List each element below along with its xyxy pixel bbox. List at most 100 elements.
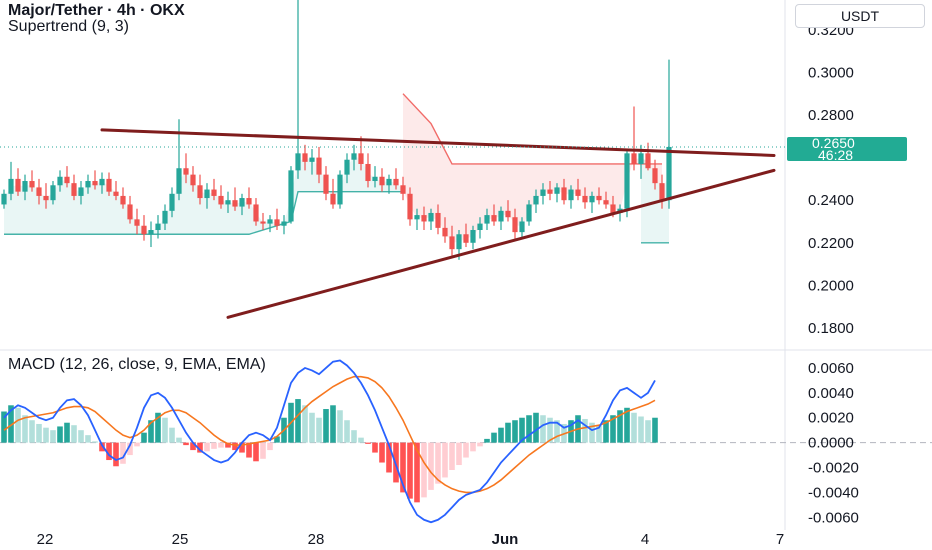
macd-histogram-bar xyxy=(435,442,441,484)
candle-down xyxy=(582,195,588,203)
macd-histogram-bar xyxy=(330,405,336,443)
macd-histogram-bar xyxy=(540,415,546,443)
macd-histogram-bar xyxy=(106,442,112,461)
candle-down xyxy=(71,183,77,196)
candle-up xyxy=(337,174,343,205)
macd-tick-label: 0.0060 xyxy=(808,360,854,377)
candle-up xyxy=(204,189,210,199)
candle-down xyxy=(323,174,329,194)
candle-down xyxy=(561,187,567,201)
macd-histogram-bar xyxy=(274,436,280,443)
price-tick-label: 0.2800 xyxy=(808,107,854,124)
candle-up xyxy=(484,215,490,224)
candle-up xyxy=(50,185,56,201)
macd-histogram-bar xyxy=(78,430,84,443)
candle-down xyxy=(141,225,147,235)
macd-histogram-bar xyxy=(428,442,434,490)
macd-histogram-bar xyxy=(29,420,35,443)
candle-up xyxy=(498,210,504,222)
macd-histogram-bar xyxy=(547,417,553,443)
candle-down xyxy=(463,234,469,243)
candle-down xyxy=(596,195,602,201)
macd-histogram-bar xyxy=(1,411,7,443)
macd-histogram-bar xyxy=(57,426,63,443)
candle-up xyxy=(85,181,91,188)
candle-down xyxy=(393,178,399,186)
macd-histogram-bar xyxy=(155,412,161,443)
supertrend-legend: Supertrend (9, 3) xyxy=(8,18,129,35)
candle-up xyxy=(568,189,574,201)
macd-histogram-bar xyxy=(197,442,203,453)
candle-up xyxy=(470,230,476,243)
macd-histogram-bar xyxy=(358,437,364,443)
macd-histogram-bar xyxy=(260,442,266,459)
candle-up xyxy=(78,187,84,196)
candle-down xyxy=(449,236,455,250)
candle-up xyxy=(1,193,7,205)
macd-histogram-bar xyxy=(50,430,56,443)
candle-up xyxy=(162,210,168,224)
candle-up xyxy=(386,178,392,186)
macd-histogram-bar xyxy=(456,442,462,466)
macd-histogram-bar xyxy=(477,442,483,447)
candle-down xyxy=(183,168,189,175)
macd-histogram-bar xyxy=(421,442,427,498)
candle-down xyxy=(379,176,385,186)
macd-tick-label: 0.0000 xyxy=(808,435,854,452)
candle-up xyxy=(372,176,378,182)
price-tick-label: 0.2200 xyxy=(808,235,854,252)
last-price-badge xyxy=(787,136,907,161)
macd-histogram-bar xyxy=(582,418,588,443)
price-tick-label: 0.2400 xyxy=(808,192,854,209)
candle-down xyxy=(106,178,112,192)
candle-up xyxy=(428,212,434,222)
macd-histogram-bar xyxy=(120,442,126,464)
macd-histogram-bar xyxy=(610,415,616,443)
candle-up xyxy=(526,204,532,222)
candle-up xyxy=(295,153,301,171)
time-tick-label: 28 xyxy=(308,531,325,548)
macd-histogram-bar xyxy=(295,399,301,443)
candle-down xyxy=(15,178,21,192)
macd-histogram-bar xyxy=(43,427,49,443)
candle-down xyxy=(64,176,70,184)
candle-down xyxy=(36,187,42,196)
price-tick-label: 0.2000 xyxy=(808,277,854,294)
macd-histogram-bar xyxy=(127,442,133,456)
macd-histogram-bar xyxy=(652,417,658,443)
supertrend-up-fill xyxy=(4,156,403,235)
candle-down xyxy=(645,153,651,169)
candle-down xyxy=(652,168,658,184)
candle-down xyxy=(603,200,609,205)
macd-histogram-bar xyxy=(617,410,623,443)
macd-tick-label: 0.0040 xyxy=(808,385,854,402)
candle-up xyxy=(22,181,28,192)
macd-histogram-bar xyxy=(8,405,14,443)
candle-up xyxy=(540,189,546,196)
candle-up xyxy=(477,223,483,230)
candle-down xyxy=(421,215,427,222)
macd-histogram-bar xyxy=(169,427,175,443)
candle-down xyxy=(43,195,49,201)
macd-histogram-bar xyxy=(463,442,469,458)
macd-legend: MACD (12, 26, close, 9, EMA, EMA) xyxy=(8,356,266,373)
candle-up xyxy=(554,187,560,194)
macd-histogram-bar xyxy=(533,412,539,443)
macd-histogram-bar xyxy=(204,442,210,452)
candle-down xyxy=(127,204,133,220)
currency-unit-selector[interactable]: USDT xyxy=(795,4,925,28)
candle-up xyxy=(57,176,63,186)
candle-down xyxy=(302,153,308,162)
macd-histogram-bar xyxy=(36,423,42,443)
candle-up xyxy=(533,195,539,205)
macd-tick-label: -0.0020 xyxy=(808,460,859,477)
triangle-trendline-upper xyxy=(100,128,776,157)
candle-up xyxy=(148,230,154,235)
macd-histogram-bar xyxy=(372,442,378,453)
candle-up xyxy=(638,153,644,164)
candle-down xyxy=(274,219,280,226)
macd-histogram-bar xyxy=(351,430,357,443)
macd-histogram-bar xyxy=(554,420,560,443)
macd-histogram-bar xyxy=(519,417,525,443)
